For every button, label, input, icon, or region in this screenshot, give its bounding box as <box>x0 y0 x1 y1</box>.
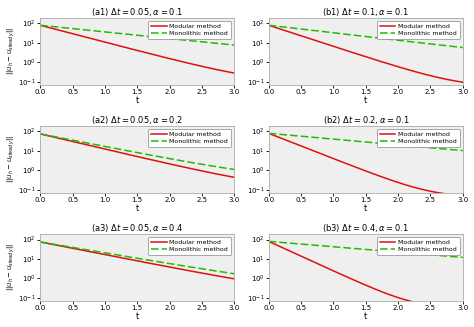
Y-axis label: $||u_h - u_{steady}||$: $||u_h - u_{steady}||$ <box>6 135 17 183</box>
Legend: Modular method, Monolithic method: Modular method, Monolithic method <box>376 237 460 255</box>
Legend: Modular method, Monolithic method: Modular method, Monolithic method <box>148 237 231 255</box>
Title: (a3) $\Delta t = 0.05, \alpha = 0.4$: (a3) $\Delta t = 0.05, \alpha = 0.4$ <box>91 222 183 234</box>
X-axis label: t: t <box>364 96 367 105</box>
Y-axis label: $||u_h - u_{steady}||$: $||u_h - u_{steady}||$ <box>6 27 17 75</box>
X-axis label: t: t <box>364 312 367 321</box>
X-axis label: t: t <box>364 204 367 214</box>
Legend: Modular method, Monolithic method: Modular method, Monolithic method <box>148 21 231 39</box>
X-axis label: t: t <box>136 96 139 105</box>
Legend: Modular method, Monolithic method: Modular method, Monolithic method <box>376 129 460 147</box>
Y-axis label: $||u_h - u_{steady}||$: $||u_h - u_{steady}||$ <box>6 243 17 291</box>
Title: (b3) $\Delta t = 0.4, \alpha = 0.1$: (b3) $\Delta t = 0.4, \alpha = 0.1$ <box>322 222 410 234</box>
Legend: Modular method, Monolithic method: Modular method, Monolithic method <box>376 21 460 39</box>
Title: (b2) $\Delta t = 0.2, \alpha = 0.1$: (b2) $\Delta t = 0.2, \alpha = 0.1$ <box>322 113 409 126</box>
Title: (a1) $\Delta t = 0.05, \alpha = 0.1$: (a1) $\Delta t = 0.05, \alpha = 0.1$ <box>91 6 183 18</box>
Legend: Modular method, Monolithic method: Modular method, Monolithic method <box>148 129 231 147</box>
X-axis label: t: t <box>136 312 139 321</box>
Title: (b1) $\Delta t = 0.1, \alpha = 0.1$: (b1) $\Delta t = 0.1, \alpha = 0.1$ <box>322 6 410 18</box>
X-axis label: t: t <box>136 204 139 214</box>
Title: (a2) $\Delta t = 0.05, \alpha = 0.2$: (a2) $\Delta t = 0.05, \alpha = 0.2$ <box>91 113 183 126</box>
